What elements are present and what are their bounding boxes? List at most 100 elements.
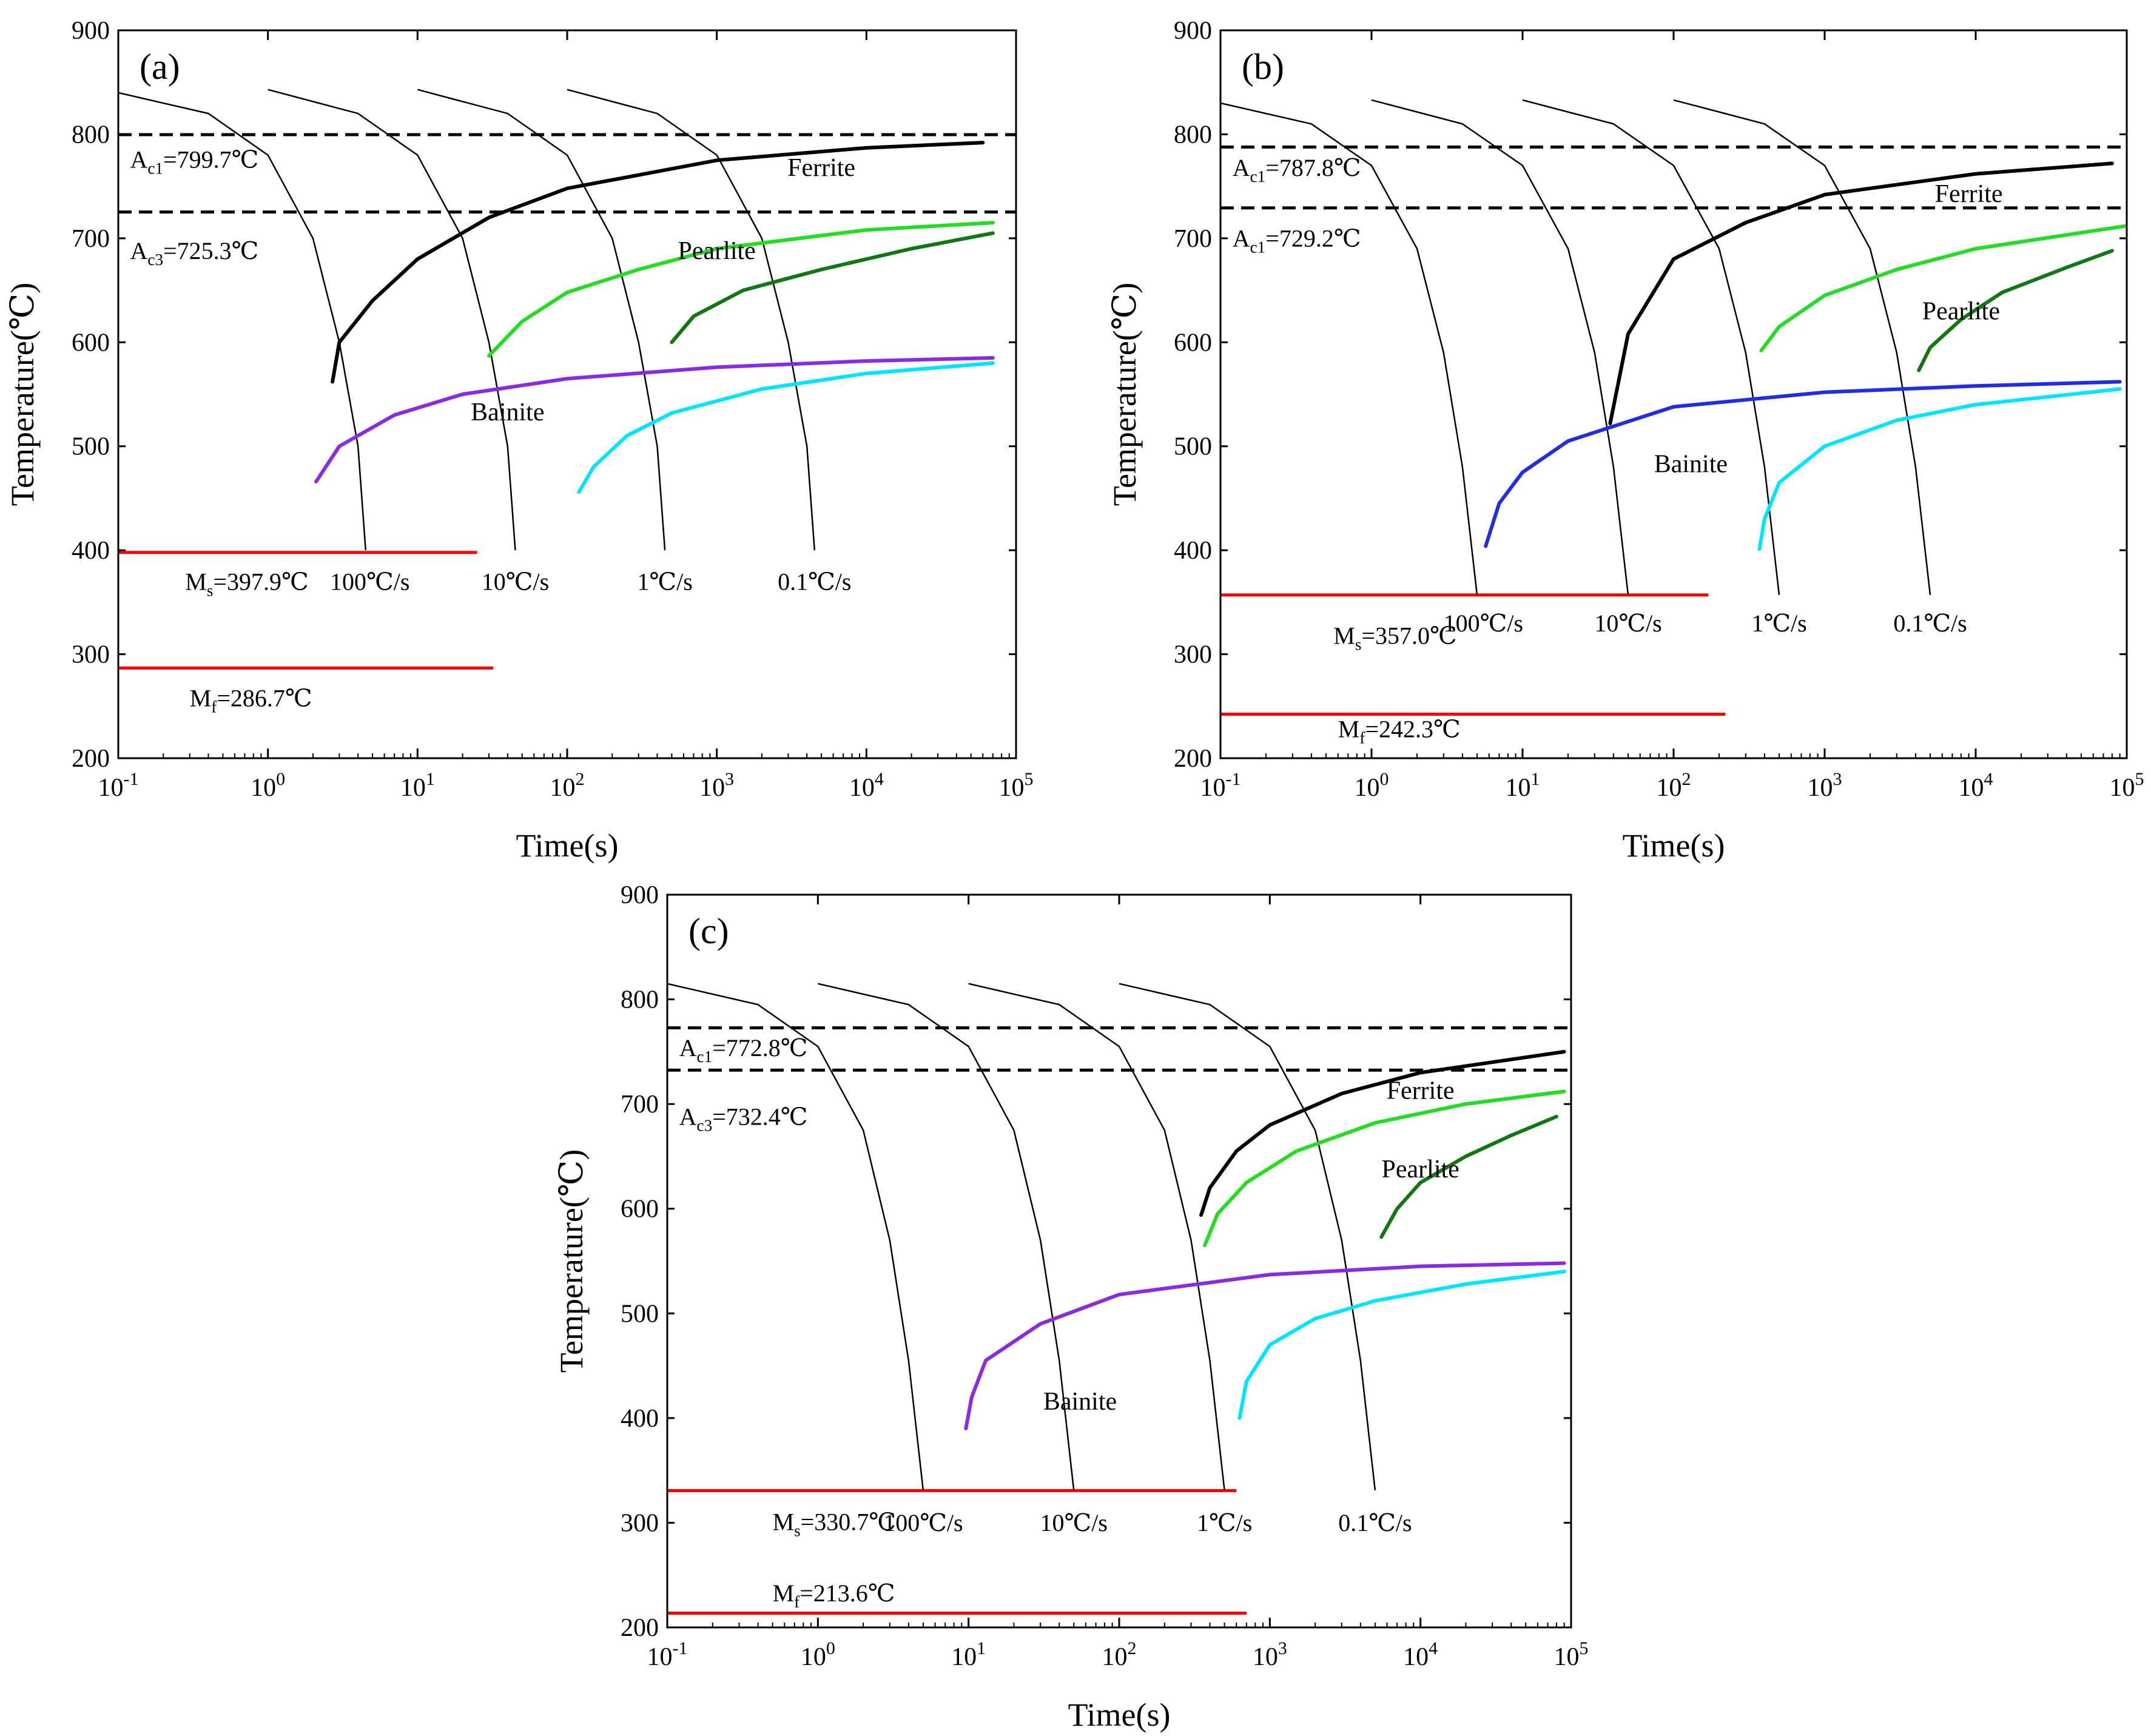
bainite-start-curve xyxy=(1484,380,2122,548)
ac3-label: Ac1=729.2℃ xyxy=(1233,225,1361,257)
x-tick-label: 102 xyxy=(1657,769,1691,802)
panel-b-axes: 200 300 400 500 600 700 800 900 10-1 100 101 102 103… xyxy=(1174,17,2144,802)
cooling-rate-label: 10℃/s xyxy=(482,568,549,595)
phase-label: Ferrite xyxy=(1387,1077,1455,1105)
cooling-curve xyxy=(567,89,816,551)
panel-c-plot: Ac1=772.8℃ Ac3=732.4℃ Ms=330.7℃ Mf=213.6℃ 10… xyxy=(667,983,1571,1615)
cooling-rate-label: 1℃/s xyxy=(637,568,692,595)
y-tick-label: 600 xyxy=(1174,329,1212,357)
y-tick-label: 500 xyxy=(72,433,110,461)
cooling-curve xyxy=(968,983,1225,1491)
phase-label: Pearlite xyxy=(1382,1156,1459,1183)
x-tick-label: 10-1 xyxy=(1200,769,1241,802)
y-tick-label: 400 xyxy=(1174,537,1212,565)
pearlite-start-curve xyxy=(1203,1089,1566,1248)
pearlite-finish-curve xyxy=(670,231,995,345)
y-tick-label: 500 xyxy=(1174,433,1212,461)
x-tick-label: 103 xyxy=(1253,1638,1287,1671)
y-tick-label: 400 xyxy=(621,1405,659,1433)
ms-label: Ms=357.0℃ xyxy=(1333,622,1456,653)
panel-a-label: (a) xyxy=(140,47,180,87)
y-tick-label: 300 xyxy=(621,1509,659,1537)
y-tick-label: 600 xyxy=(72,329,110,357)
mf-label: Mf=213.6℃ xyxy=(773,1580,895,1611)
phase-label: Ferrite xyxy=(1935,180,2003,208)
x-tick-label: 10-1 xyxy=(98,769,139,802)
x-tick-label: 104 xyxy=(1959,769,1993,802)
phase-label: Bainite xyxy=(471,399,544,426)
y-tick-label: 300 xyxy=(1174,641,1212,669)
cooling-rate-label: 100℃/s xyxy=(1444,610,1523,637)
ms-label: Ms=397.9℃ xyxy=(185,568,308,599)
cooling-curve xyxy=(268,89,516,551)
cooling-curve xyxy=(1522,99,1780,596)
phase-label: Bainite xyxy=(1043,1388,1117,1416)
x-tick-label: 102 xyxy=(550,769,585,802)
bainite-finish-curve xyxy=(1237,1270,1566,1420)
cooling-rate-label: 100℃/s xyxy=(883,1509,963,1536)
x-tick-label: 103 xyxy=(699,769,734,802)
cooling-curve xyxy=(667,983,924,1491)
panel-c-y-axis-title: Temperature(℃) xyxy=(553,1149,590,1373)
ac1-label: Ac1=787.8℃ xyxy=(1233,154,1361,186)
panel-c-label: (c) xyxy=(688,911,729,951)
x-tick-label: 101 xyxy=(951,1638,986,1671)
cooling-rate-label: 0.1℃/s xyxy=(1338,1509,1412,1536)
ferrite-curve xyxy=(1608,161,2114,425)
panel-a: Ac1=799.7℃ Ac3=725.3℃ Ms=397.9℃ Mf=286.7℃ 10… xyxy=(4,17,1034,864)
cooling-curve xyxy=(417,89,666,551)
y-tick-label: 400 xyxy=(72,537,110,565)
x-tick-label: 100 xyxy=(801,1638,835,1671)
y-tick-label: 600 xyxy=(621,1196,659,1223)
phase-label: Pearlite xyxy=(1922,298,2000,326)
x-tick-label: 100 xyxy=(1355,769,1389,802)
pearlite-start-curve xyxy=(487,221,995,358)
ac3-label: Ac3=725.3℃ xyxy=(130,237,259,269)
ms-label: Ms=330.7℃ xyxy=(773,1509,896,1540)
bainite-finish-curve xyxy=(1757,387,2122,551)
panel-a-axes: 200 300 400 500 600 700 800 900 10-1 100 101 102 103… xyxy=(72,17,1034,802)
cooling-rate-label: 1℃/s xyxy=(1197,1509,1252,1536)
x-tick-label: 105 xyxy=(1554,1638,1589,1671)
panel-c-axes: 200 300 400 500 600 700 800 900 10-1 100 101 102 103… xyxy=(621,881,1589,1671)
cooling-rate-label: 10℃/s xyxy=(1594,610,1661,637)
pearlite-finish-curve xyxy=(1917,249,2114,372)
x-tick-label: 102 xyxy=(1102,1638,1137,1671)
y-tick-label: 200 xyxy=(1174,745,1212,773)
bainite-start-curve xyxy=(964,1261,1566,1431)
cooling-curve xyxy=(118,92,367,551)
cooling-curve xyxy=(1119,983,1376,1491)
pearlite-finish-curve xyxy=(1379,1114,1558,1239)
phase-label: Pearlite xyxy=(678,237,756,265)
panel-b-x-axis-title: Time(s) xyxy=(1622,827,1725,864)
cooling-curve xyxy=(1220,102,1478,596)
y-tick-label: 200 xyxy=(621,1614,659,1642)
x-tick-label: 101 xyxy=(400,769,435,802)
phase-label: Ferrite xyxy=(787,154,855,182)
panel-b: Ac1=787.8℃ Ac1=729.2℃ Ms=357.0℃ Mf=242.3℃ 10… xyxy=(1106,17,2144,864)
panel-a-x-axis-title: Time(s) xyxy=(516,827,618,864)
plot-area xyxy=(1220,99,2127,716)
y-tick-label: 900 xyxy=(1174,17,1212,45)
ferrite-curve xyxy=(331,141,985,384)
panel-c-x-axis-title: Time(s) xyxy=(1068,1697,1170,1733)
y-tick-label: 200 xyxy=(72,745,110,773)
cooling-rate-label: 10℃/s xyxy=(1040,1509,1108,1536)
x-tick-label: 104 xyxy=(1403,1638,1438,1671)
x-tick-label: 10-1 xyxy=(647,1638,688,1671)
phase-label: Bainite xyxy=(1654,451,1728,479)
plot-area xyxy=(118,89,1016,670)
panel-b-label: (b) xyxy=(1242,47,1284,87)
bainite-finish-curve xyxy=(577,361,995,494)
y-tick-label: 700 xyxy=(72,225,110,253)
y-tick-label: 500 xyxy=(621,1300,659,1328)
plot-area xyxy=(667,983,1571,1615)
cooling-rate-label: 0.1℃/s xyxy=(778,568,851,595)
cooling-rate-label: 0.1℃/s xyxy=(1893,610,1967,637)
panel-a-y-axis-title: Temperature(℃) xyxy=(4,283,41,506)
x-tick-label: 105 xyxy=(999,769,1034,802)
y-tick-label: 700 xyxy=(621,1091,659,1119)
x-tick-label: 103 xyxy=(1808,769,1842,802)
y-tick-label: 800 xyxy=(72,121,110,149)
